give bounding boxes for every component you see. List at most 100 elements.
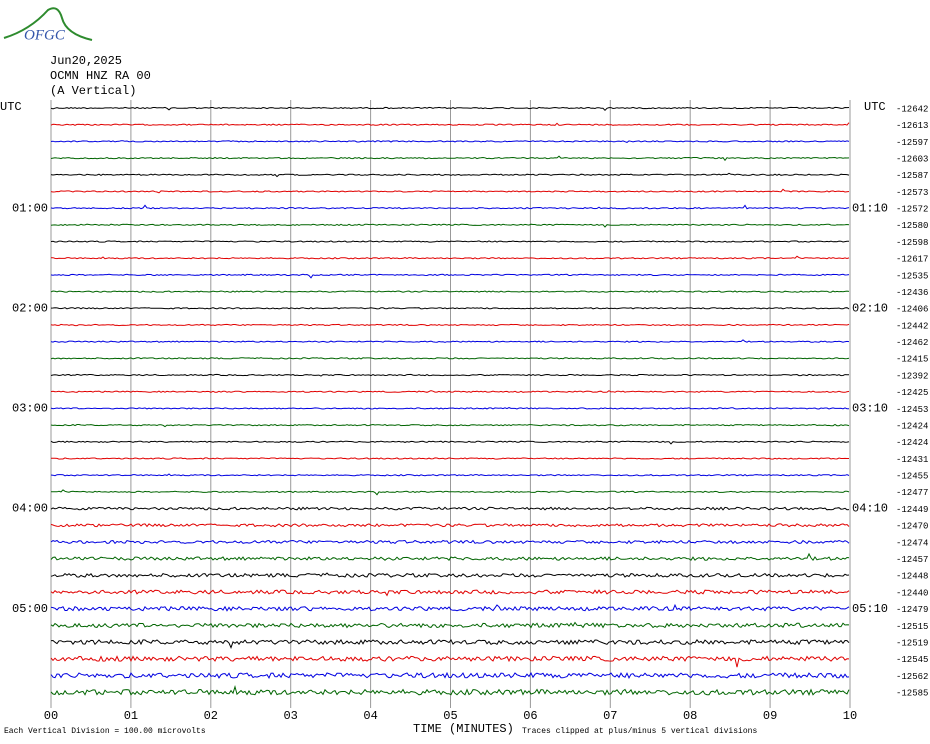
trace bbox=[50, 223, 850, 228]
left-time-label: 01:00 bbox=[12, 201, 48, 215]
trace bbox=[50, 323, 850, 327]
offset-label: -12598 bbox=[896, 238, 928, 248]
offset-label: -12587 bbox=[896, 171, 928, 181]
x-tick-label: 10 bbox=[843, 709, 857, 723]
trace bbox=[50, 572, 850, 578]
offset-label: -12462 bbox=[896, 338, 928, 348]
station: OCMN HNZ RA 00 bbox=[50, 69, 151, 83]
offset-label: -12642 bbox=[896, 104, 928, 114]
trace bbox=[50, 685, 850, 696]
offset-label: -12597 bbox=[896, 138, 928, 148]
trace bbox=[50, 473, 850, 477]
trace bbox=[50, 603, 850, 612]
x-tick-label: 08 bbox=[683, 709, 697, 723]
trace bbox=[50, 240, 850, 243]
trace bbox=[50, 307, 850, 310]
x-tick-label: 09 bbox=[763, 709, 777, 723]
x-title: TIME (MINUTES) bbox=[413, 722, 514, 736]
trace bbox=[50, 373, 849, 377]
offset-label: -12573 bbox=[896, 188, 928, 198]
offset-label: -12515 bbox=[896, 622, 928, 632]
trace bbox=[50, 457, 849, 460]
right-time-label: 01:10 bbox=[852, 201, 888, 215]
offset-label: -12425 bbox=[896, 388, 928, 398]
x-tick-label: 04 bbox=[363, 709, 377, 723]
trace bbox=[50, 339, 850, 343]
date: Jun20,2025 bbox=[50, 54, 122, 68]
trace bbox=[50, 506, 850, 511]
offset-label: -12613 bbox=[896, 121, 928, 131]
trace bbox=[50, 655, 850, 668]
offset-label: -12474 bbox=[896, 538, 928, 548]
offset-label: -12424 bbox=[896, 438, 928, 448]
offset-label: -12424 bbox=[896, 421, 928, 431]
x-tick-label: 05 bbox=[443, 709, 457, 723]
offset-label: -12617 bbox=[896, 255, 928, 265]
offset-label: -12545 bbox=[896, 655, 928, 665]
offset-label: -12477 bbox=[896, 488, 928, 498]
scale-note: Each Vertical Division = 100.00 microvol… bbox=[4, 727, 206, 736]
trace bbox=[50, 390, 850, 393]
offset-label: -12603 bbox=[896, 154, 928, 164]
offset-label: -12392 bbox=[896, 371, 928, 381]
x-tick-label: 02 bbox=[204, 709, 218, 723]
component: (A Vertical) bbox=[50, 84, 136, 98]
trace bbox=[50, 188, 850, 194]
left-time-label: 03:00 bbox=[12, 402, 48, 416]
offset-label: -12448 bbox=[896, 572, 928, 582]
offset-label: -12455 bbox=[896, 472, 928, 482]
logo-text: OFGC bbox=[24, 27, 66, 43]
trace bbox=[50, 290, 850, 293]
right-utc: UTC bbox=[864, 100, 886, 114]
trace bbox=[50, 671, 850, 680]
offset-label: -12562 bbox=[896, 672, 928, 682]
left-utc: UTC bbox=[0, 100, 22, 114]
offset-label: -12453 bbox=[896, 405, 928, 415]
offset-label: -12457 bbox=[896, 555, 928, 565]
offset-label: -12449 bbox=[896, 505, 928, 515]
offset-label: -12440 bbox=[896, 588, 928, 598]
trace bbox=[50, 357, 850, 360]
trace bbox=[50, 423, 850, 428]
trace bbox=[50, 140, 850, 143]
x-tick-label: 00 bbox=[44, 709, 58, 723]
offset-label: -12436 bbox=[896, 288, 928, 298]
trace bbox=[50, 523, 850, 528]
offset-label: -12470 bbox=[896, 522, 928, 532]
trace bbox=[50, 155, 850, 162]
offset-label: -12519 bbox=[896, 638, 928, 648]
right-time-label: 04:10 bbox=[852, 502, 888, 516]
trace bbox=[50, 106, 850, 112]
trace bbox=[50, 273, 850, 279]
offset-label: -12535 bbox=[896, 271, 928, 281]
trace bbox=[50, 407, 849, 410]
logo: OFGC bbox=[3, 7, 93, 43]
offset-label: -12580 bbox=[896, 221, 928, 231]
trace bbox=[50, 589, 850, 597]
offset-label: -12431 bbox=[896, 455, 928, 465]
trace bbox=[50, 638, 850, 649]
trace bbox=[50, 255, 850, 260]
trace bbox=[50, 204, 850, 210]
offset-label: -12442 bbox=[896, 321, 928, 331]
right-time-label: 02:10 bbox=[852, 301, 888, 315]
x-tick-label: 07 bbox=[603, 709, 617, 723]
trace bbox=[50, 172, 850, 178]
clip-note: Traces clipped at plus/minus 5 vertical … bbox=[522, 727, 757, 736]
offset-label: -12406 bbox=[896, 305, 928, 315]
logo-swoosh bbox=[3, 7, 93, 41]
offset-label: -12415 bbox=[896, 355, 928, 365]
trace bbox=[50, 440, 850, 445]
trace bbox=[50, 122, 850, 126]
offset-label: -12572 bbox=[896, 205, 928, 215]
offset-label: -12479 bbox=[896, 605, 928, 615]
trace bbox=[50, 539, 850, 545]
trace bbox=[50, 552, 850, 562]
right-time-label: 05:10 bbox=[852, 602, 888, 616]
trace bbox=[50, 621, 850, 629]
right-time-label: 03:10 bbox=[852, 402, 888, 416]
left-time-label: 05:00 bbox=[12, 602, 48, 616]
x-tick-label: 01 bbox=[124, 709, 138, 723]
x-tick-label: 06 bbox=[523, 709, 537, 723]
